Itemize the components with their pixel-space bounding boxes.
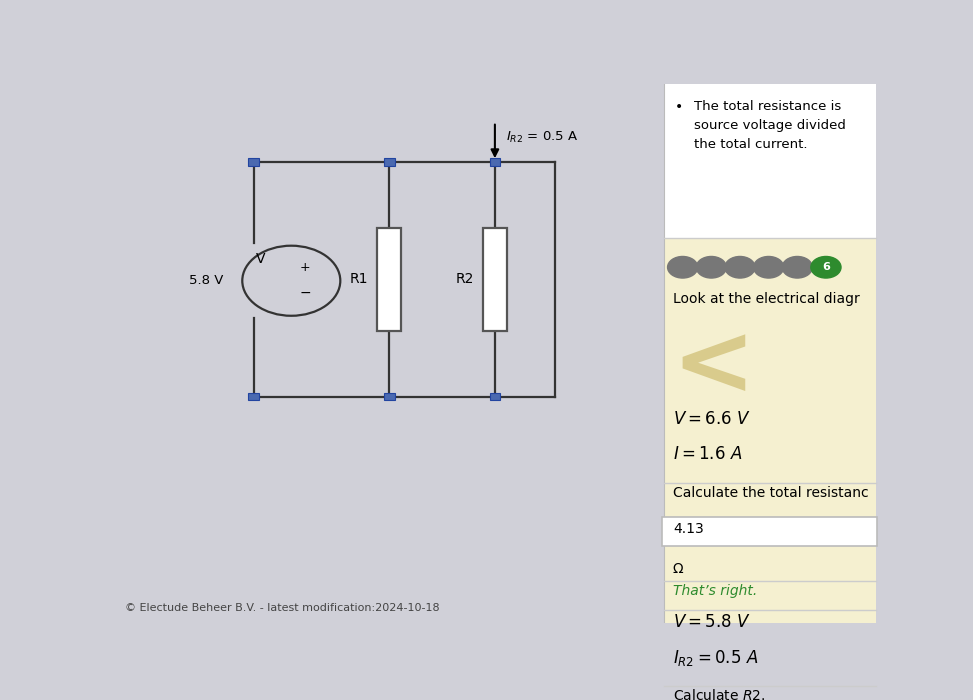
Text: $I = 1.6\ A$: $I = 1.6\ A$ [673,445,742,463]
Text: $I_{R2} = 0.5\ A$: $I_{R2} = 0.5\ A$ [673,648,758,668]
Bar [483,228,507,330]
Bar [378,228,402,330]
Text: •: • [675,100,683,114]
Text: 4.13: 4.13 [673,522,703,536]
Text: That’s right.: That’s right. [673,584,757,598]
Text: −: − [299,286,310,300]
Bar [248,393,259,400]
FancyBboxPatch shape [664,84,876,237]
Text: +: + [300,261,310,274]
Text: The total resistance is: The total resistance is [694,100,842,113]
Text: R1: R1 [349,272,368,286]
Circle shape [782,256,812,278]
Text: Ω: Ω [673,562,683,576]
Text: Look at the electrical diagr: Look at the electrical diagr [673,291,859,305]
Bar [489,393,500,400]
Text: R2: R2 [455,272,474,286]
Text: V: V [255,252,265,266]
Bar [248,158,259,166]
FancyBboxPatch shape [663,517,878,547]
Text: source voltage divided: source voltage divided [694,119,846,132]
Text: Calculate the total resistanc: Calculate the total resistanc [673,486,869,500]
Circle shape [725,256,755,278]
Bar [489,158,500,166]
Bar [384,393,395,400]
Circle shape [667,256,698,278]
Text: <: < [671,318,755,416]
Text: $V = 5.8\ V$: $V = 5.8\ V$ [673,612,750,631]
Text: 5.8 V: 5.8 V [190,274,224,287]
Text: $I_{R2}$ = 0.5 A: $I_{R2}$ = 0.5 A [506,130,579,146]
Circle shape [811,256,841,278]
FancyBboxPatch shape [664,237,876,623]
Text: Calculate $\mathit{R2}$.: Calculate $\mathit{R2}$. [673,688,766,700]
Text: $V = 6.6\ V$: $V = 6.6\ V$ [673,410,751,428]
Text: © Electude Beheer B.V. - latest modification:2024-10-18: © Electude Beheer B.V. - latest modifica… [126,603,440,613]
Text: the total current.: the total current. [694,138,808,151]
Circle shape [697,256,727,278]
Text: 6: 6 [822,262,830,272]
Circle shape [753,256,783,278]
Bar [384,158,395,166]
